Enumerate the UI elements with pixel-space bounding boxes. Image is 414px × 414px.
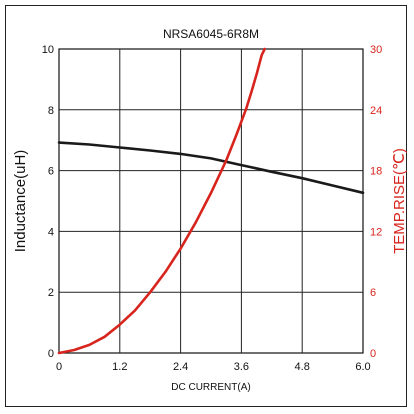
y-tick-label: 2 [48,287,54,299]
series-layer [57,47,365,355]
y-axis-label: Inductance(uH) [12,150,29,253]
y2-tick-label: 12 [370,226,382,238]
y-tick-label: 4 [48,226,54,238]
y2-tick-label: 0 [370,348,376,360]
y-tick-label: 6 [48,166,54,178]
chart-frame: 0 1.2 2.4 3.6 4.8 6.0 0 2 4 6 8 10 0 6 12 18 24 30 NRSA60… [5,5,408,407]
plot-area [58,48,364,354]
x-tick-label: 6.0 [355,361,370,373]
y-tick-label: 10 [42,44,54,56]
x-tick-label: 4.8 [295,361,310,373]
y2-tick-label: 6 [370,287,376,299]
temp-rise-curve [57,47,267,355]
y2-tick-label: 30 [370,44,382,56]
x-axis-label: DC CURRENT(A) [171,382,250,393]
y2-tick-label: 18 [370,166,382,178]
y-tick-label: 0 [48,348,54,360]
grid-lines [59,49,363,353]
x-tick-label: 0 [56,361,62,373]
x-tick-label: 2.4 [173,361,188,373]
x-tick-label: 3.6 [234,361,249,373]
x-tick-label: 1.2 [112,361,127,373]
y2-tick-label: 24 [370,105,382,117]
y-tick-label: 8 [48,105,54,117]
chart-title: NRSA6045-6R8M [163,27,259,41]
inductance-curve [57,141,365,195]
y2-axis-label: TEMP.RISE(℃) [391,148,408,254]
